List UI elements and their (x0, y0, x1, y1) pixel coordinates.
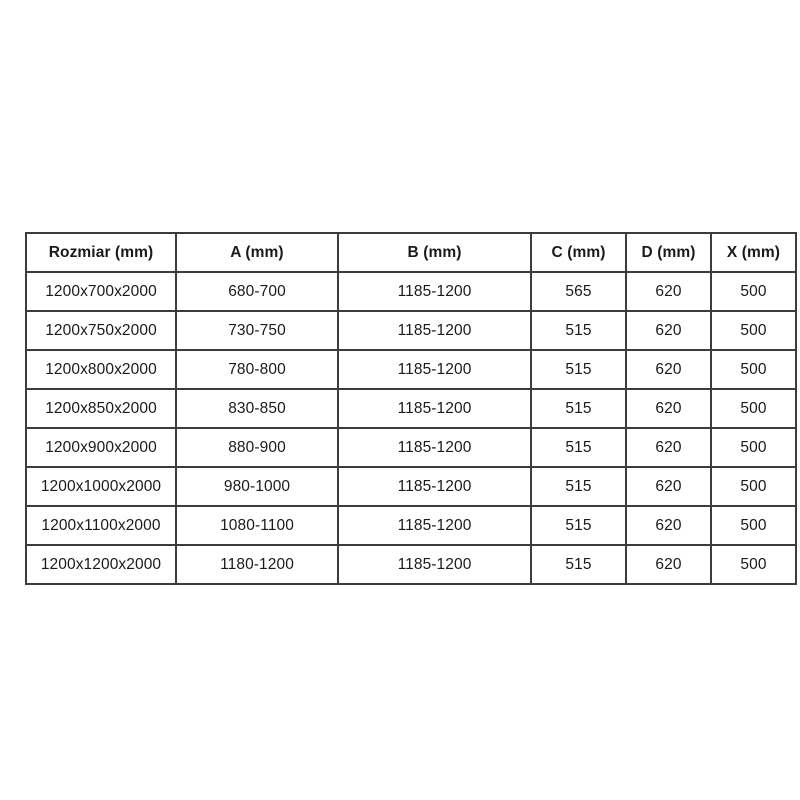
cell-size: 1200x750x2000 (25, 310, 177, 351)
table-row: 1200x850x2000 830-850 1185-1200 515 620 … (25, 388, 797, 429)
cell-size: 1200x700x2000 (25, 271, 177, 312)
cell-d: 620 (625, 544, 712, 585)
cell-a: 730-750 (175, 310, 339, 351)
table-row: 1200x1100x2000 1080-1100 1185-1200 515 6… (25, 505, 797, 546)
cell-x: 500 (710, 505, 797, 546)
cell-d: 620 (625, 466, 712, 507)
table-row: 1200x1000x2000 980-1000 1185-1200 515 62… (25, 466, 797, 507)
cell-b: 1185-1200 (337, 427, 532, 468)
cell-d: 620 (625, 427, 712, 468)
specification-table: Rozmiar (mm) A (mm) B (mm) C (mm) D (mm)… (25, 232, 797, 585)
cell-c: 515 (530, 505, 627, 546)
cell-a: 980-1000 (175, 466, 339, 507)
cell-a: 880-900 (175, 427, 339, 468)
column-header-d: D (mm) (625, 232, 712, 273)
cell-c: 515 (530, 349, 627, 390)
cell-size: 1200x1100x2000 (25, 505, 177, 546)
cell-a: 680-700 (175, 271, 339, 312)
specification-table-container: Rozmiar (mm) A (mm) B (mm) C (mm) D (mm)… (25, 232, 797, 585)
cell-size: 1200x800x2000 (25, 349, 177, 390)
cell-b: 1185-1200 (337, 310, 532, 351)
cell-size: 1200x1200x2000 (25, 544, 177, 585)
cell-c: 515 (530, 310, 627, 351)
cell-x: 500 (710, 388, 797, 429)
cell-size: 1200x900x2000 (25, 427, 177, 468)
cell-size: 1200x1000x2000 (25, 466, 177, 507)
cell-d: 620 (625, 505, 712, 546)
cell-c: 565 (530, 271, 627, 312)
cell-b: 1185-1200 (337, 349, 532, 390)
cell-d: 620 (625, 388, 712, 429)
cell-a: 830-850 (175, 388, 339, 429)
cell-c: 515 (530, 427, 627, 468)
cell-d: 620 (625, 271, 712, 312)
cell-c: 515 (530, 544, 627, 585)
cell-a: 1080-1100 (175, 505, 339, 546)
table-row: 1200x800x2000 780-800 1185-1200 515 620 … (25, 349, 797, 390)
cell-c: 515 (530, 388, 627, 429)
cell-x: 500 (710, 466, 797, 507)
cell-d: 620 (625, 349, 712, 390)
cell-size: 1200x850x2000 (25, 388, 177, 429)
cell-b: 1185-1200 (337, 388, 532, 429)
table-header: Rozmiar (mm) A (mm) B (mm) C (mm) D (mm)… (25, 232, 797, 273)
cell-b: 1185-1200 (337, 544, 532, 585)
table-row: 1200x750x2000 730-750 1185-1200 515 620 … (25, 310, 797, 351)
cell-b: 1185-1200 (337, 466, 532, 507)
cell-x: 500 (710, 544, 797, 585)
table-body: 1200x700x2000 680-700 1185-1200 565 620 … (25, 271, 797, 585)
cell-b: 1185-1200 (337, 271, 532, 312)
table-row: 1200x1200x2000 1180-1200 1185-1200 515 6… (25, 544, 797, 585)
cell-d: 620 (625, 310, 712, 351)
table-row: 1200x900x2000 880-900 1185-1200 515 620 … (25, 427, 797, 468)
table-header-row: Rozmiar (mm) A (mm) B (mm) C (mm) D (mm)… (25, 232, 797, 273)
cell-x: 500 (710, 349, 797, 390)
table-row: 1200x700x2000 680-700 1185-1200 565 620 … (25, 271, 797, 312)
cell-a: 1180-1200 (175, 544, 339, 585)
column-header-a: A (mm) (175, 232, 339, 273)
cell-c: 515 (530, 466, 627, 507)
cell-b: 1185-1200 (337, 505, 532, 546)
cell-x: 500 (710, 310, 797, 351)
cell-x: 500 (710, 427, 797, 468)
column-header-b: B (mm) (337, 232, 532, 273)
cell-x: 500 (710, 271, 797, 312)
cell-a: 780-800 (175, 349, 339, 390)
column-header-c: C (mm) (530, 232, 627, 273)
column-header-x: X (mm) (710, 232, 797, 273)
column-header-rozmiar: Rozmiar (mm) (25, 232, 177, 273)
